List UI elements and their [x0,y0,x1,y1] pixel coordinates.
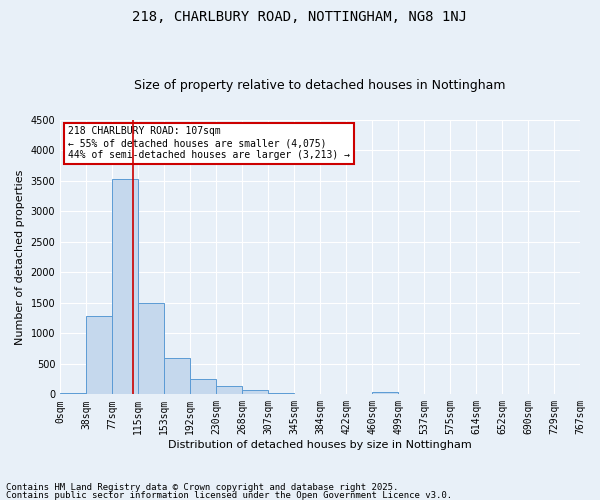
Bar [242,390,268,394]
Bar [268,392,294,394]
Bar [112,179,138,394]
Text: 218, CHARLBURY ROAD, NOTTINGHAM, NG8 1NJ: 218, CHARLBURY ROAD, NOTTINGHAM, NG8 1NJ [133,10,467,24]
Text: 218 CHARLBURY ROAD: 107sqm
← 55% of detached houses are smaller (4,075)
44% of s: 218 CHARLBURY ROAD: 107sqm ← 55% of deta… [68,126,350,160]
Bar [86,316,112,394]
Y-axis label: Number of detached properties: Number of detached properties [15,170,25,344]
X-axis label: Distribution of detached houses by size in Nottingham: Distribution of detached houses by size … [168,440,472,450]
Bar [164,358,190,395]
Text: Contains public sector information licensed under the Open Government Licence v3: Contains public sector information licen… [6,490,452,500]
Bar [216,386,242,394]
Bar [372,392,398,394]
Bar [60,392,86,394]
Bar [190,379,216,394]
Title: Size of property relative to detached houses in Nottingham: Size of property relative to detached ho… [134,79,506,92]
Bar [138,304,164,394]
Text: Contains HM Land Registry data © Crown copyright and database right 2025.: Contains HM Land Registry data © Crown c… [6,484,398,492]
